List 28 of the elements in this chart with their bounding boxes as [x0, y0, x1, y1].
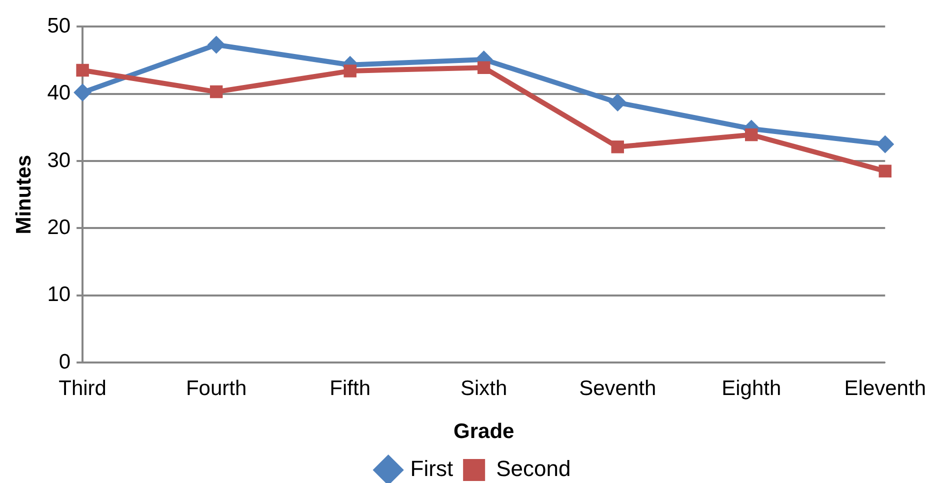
x-tick-label: Fifth — [330, 376, 371, 400]
point — [210, 85, 223, 98]
y-tick-label: 30 — [47, 148, 71, 172]
legend-label: First — [410, 456, 454, 482]
point — [608, 94, 627, 112]
point — [74, 83, 92, 102]
x-tick-label: Fourth — [186, 376, 247, 400]
y-axis-title: Minutes — [12, 154, 36, 234]
x-tick-label: Sixth — [460, 376, 508, 400]
y-tick-label: 20 — [47, 216, 71, 239]
point — [207, 36, 226, 54]
x-tick-label: Eighth — [722, 376, 782, 400]
point — [878, 164, 892, 178]
y-tick-label: 40 — [47, 82, 71, 105]
x-tick-label: Seventh — [579, 376, 656, 400]
x-tick-label: Third — [58, 376, 106, 400]
point — [876, 135, 894, 154]
y-tick-label: 0 — [58, 350, 71, 374]
x-tick-label: Eleventh — [844, 376, 926, 400]
point — [611, 140, 624, 154]
point — [477, 61, 490, 74]
x-axis-title: Grade — [453, 420, 514, 444]
point — [76, 64, 89, 77]
point — [344, 64, 356, 78]
y-tick-label: 50 — [47, 14, 71, 38]
y-tick-label: 10 — [47, 283, 71, 306]
legend-label: Second — [496, 456, 571, 482]
point — [745, 128, 758, 142]
